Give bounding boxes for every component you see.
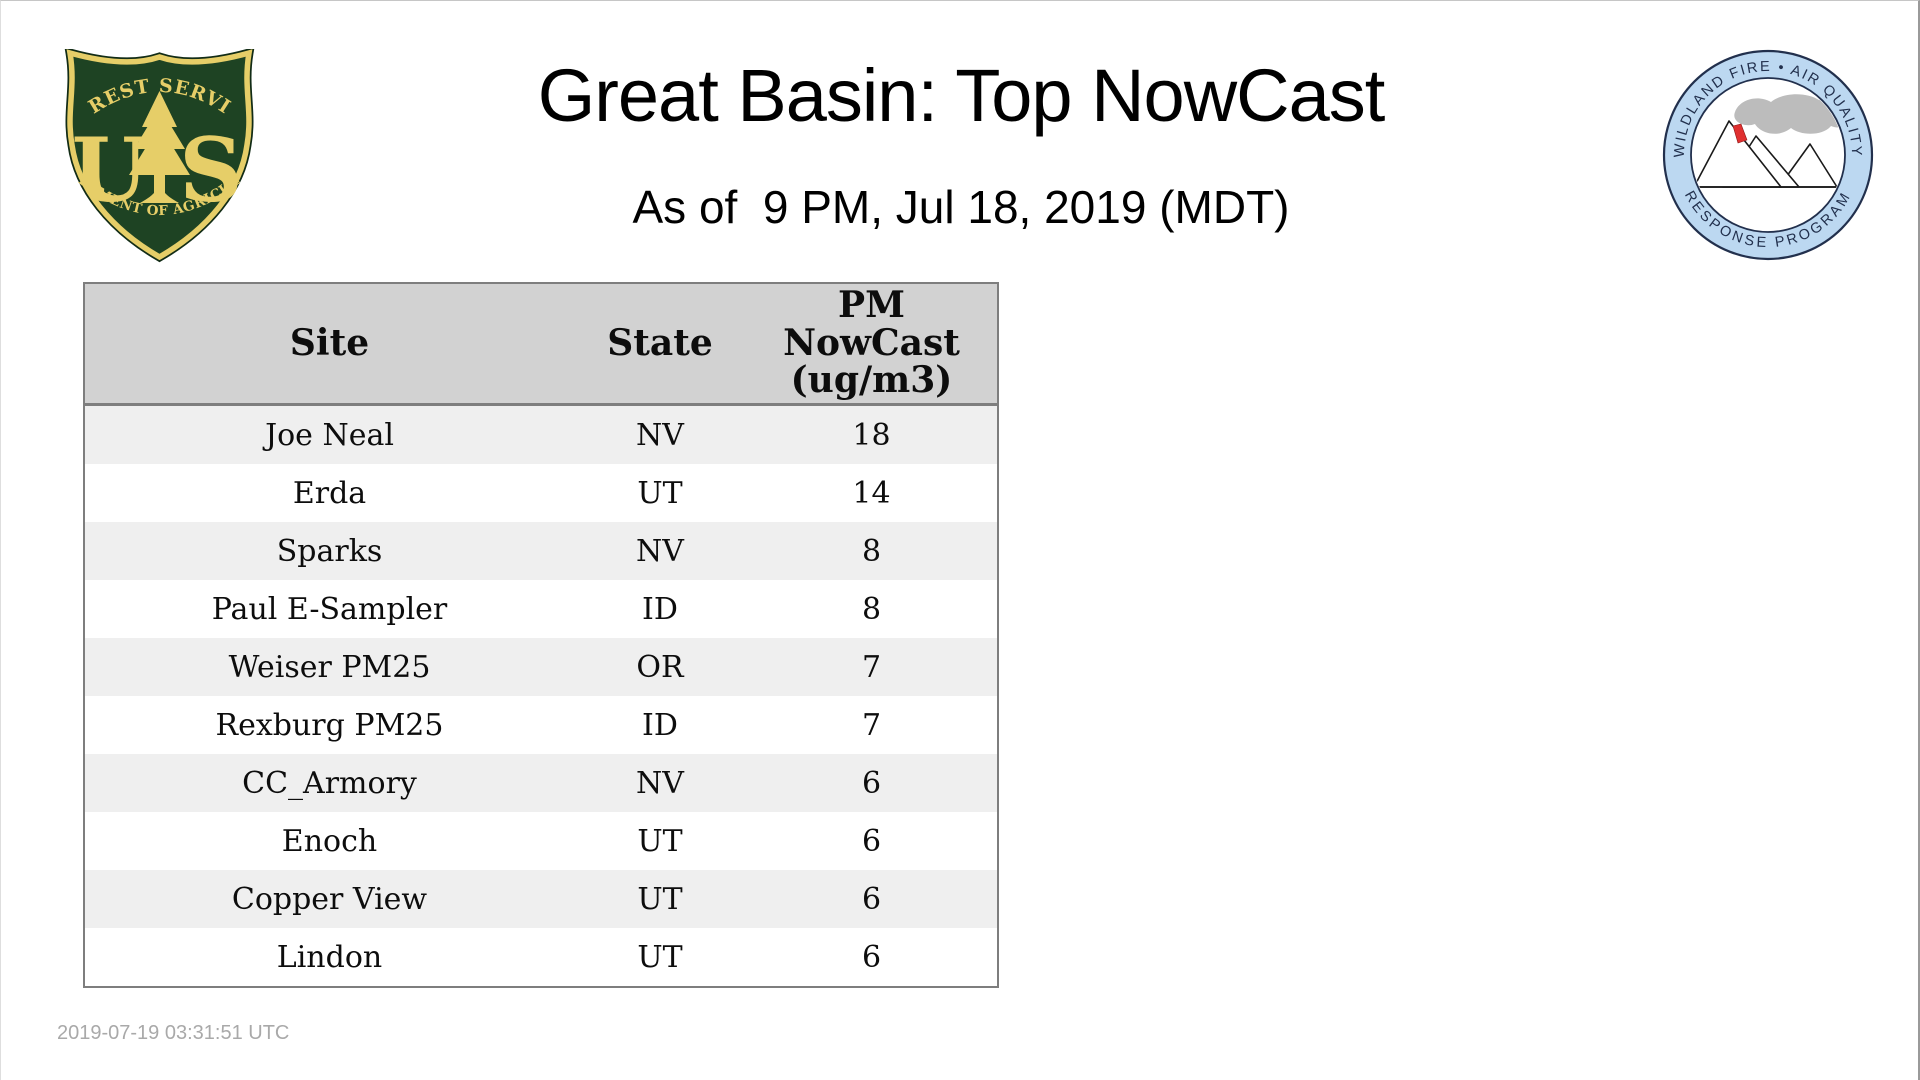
state-cell: OR xyxy=(574,638,746,696)
col-header-pm-nowcast: PM NowCast (ug/m3) xyxy=(746,283,998,406)
table-row: Enoch UT 6 xyxy=(84,812,998,870)
airfire-badge-icon: WILDLAND FIRE • AIR QUALITY RESPONSE PRO… xyxy=(1662,49,1874,261)
airfire-program-logo: WILDLAND FIRE • AIR QUALITY RESPONSE PRO… xyxy=(1661,48,1875,262)
pm-header-line: (ug/m3) xyxy=(790,359,953,402)
col-header-state: State xyxy=(574,283,746,406)
nowcast-value-cell: 7 xyxy=(746,638,998,696)
state-cell: UT xyxy=(574,812,746,870)
fs-monogram-s: S xyxy=(179,118,243,222)
site-cell: Sparks xyxy=(84,522,574,580)
page-title: Great Basin: Top NowCast xyxy=(537,54,1386,137)
site-cell: Erda xyxy=(84,464,574,522)
table-row: Lindon UT 6 xyxy=(84,928,998,987)
table-row: Erda UT 14 xyxy=(84,464,998,522)
nowcast-value-cell: 6 xyxy=(746,754,998,812)
table-row: Rexburg PM25 ID 7 xyxy=(84,696,998,754)
nowcast-table: Site State PM NowCast (ug/m3) Joe Neal N… xyxy=(83,282,999,988)
nowcast-value-cell: 14 xyxy=(746,464,998,522)
nowcast-value-cell: 8 xyxy=(746,580,998,638)
table-body: Joe Neal NV 18 Erda UT 14 Sparks NV 8 Pa… xyxy=(84,404,998,987)
state-cell: UT xyxy=(574,464,746,522)
table-row: Sparks NV 8 xyxy=(84,522,998,580)
table-row: Joe Neal NV 18 xyxy=(84,404,998,464)
site-cell: Rexburg PM25 xyxy=(84,696,574,754)
pm-header-line: PM xyxy=(838,283,905,326)
state-cell: UT xyxy=(574,928,746,987)
state-cell: UT xyxy=(574,870,746,928)
table-row: Copper View UT 6 xyxy=(84,870,998,928)
state-cell: ID xyxy=(574,696,746,754)
col-header-site: Site xyxy=(84,283,574,406)
state-cell: ID xyxy=(574,580,746,638)
table-row: Paul E-Sampler ID 8 xyxy=(84,580,998,638)
state-cell: NV xyxy=(574,522,746,580)
table-header: Site State PM NowCast (ug/m3) xyxy=(84,283,998,406)
header-row: Site State PM NowCast (ug/m3) xyxy=(84,283,998,406)
site-cell: Weiser PM25 xyxy=(84,638,574,696)
site-cell: Lindon xyxy=(84,928,574,987)
nowcast-value-cell: 8 xyxy=(746,522,998,580)
generation-timestamp: 2019-07-19 03:31:51 UTC xyxy=(57,1022,290,1044)
smoke-cloud-icon xyxy=(1734,94,1844,134)
nowcast-value-cell: 7 xyxy=(746,696,998,754)
forest-service-logo: FOREST SERVICE U S DEPARTMENT OF AGRICUL… xyxy=(54,32,256,263)
site-cell: Paul E-Sampler xyxy=(84,580,574,638)
pine-tree-icon xyxy=(129,91,190,203)
forest-service-shield-icon: FOREST SERVICE U S DEPARTMENT OF AGRICUL… xyxy=(54,32,255,263)
pm-header-line: NowCast xyxy=(783,321,960,364)
site-cell: Copper View xyxy=(84,870,574,928)
site-cell: Joe Neal xyxy=(84,404,574,464)
nowcast-value-cell: 18 xyxy=(746,404,998,464)
state-cell: NV xyxy=(574,754,746,812)
state-cell: NV xyxy=(574,404,746,464)
site-cell: Enoch xyxy=(84,812,574,870)
site-cell: CC_Armory xyxy=(84,754,574,812)
nowcast-value-cell: 6 xyxy=(746,928,998,987)
table-row: CC_Armory NV 6 xyxy=(84,754,998,812)
nowcast-value-cell: 6 xyxy=(746,870,998,928)
table-row: Weiser PM25 OR 7 xyxy=(84,638,998,696)
flame-icon xyxy=(1732,123,1748,144)
page-subtitle: As of 9 PM, Jul 18, 2019 (MDT) xyxy=(632,181,1290,233)
nowcast-value-cell: 6 xyxy=(746,812,998,870)
